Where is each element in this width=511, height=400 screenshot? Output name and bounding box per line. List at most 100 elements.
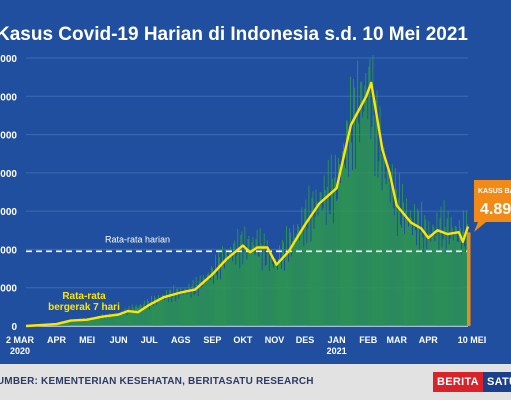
daily-case-bar: [237, 228, 239, 326]
daily-case-bar: [133, 311, 135, 326]
daily-case-bar: [128, 306, 130, 326]
x-tick-label: 2 MAR 2020: [6, 335, 35, 356]
footer: SUMBER: KEMENTERIAN KESEHATAN, BERITASAT…: [0, 364, 511, 400]
daily-case-bar: [163, 295, 165, 326]
daily-case-bar: [123, 313, 125, 326]
daily-case-bar: [329, 214, 331, 326]
daily-case-bar: [210, 266, 212, 326]
x-tick-label: NOV: [265, 335, 285, 345]
daily-case-bar: [248, 235, 250, 326]
daily-case-bar: [279, 245, 280, 326]
daily-case-bar: [365, 73, 367, 326]
daily-case-bar: [313, 228, 315, 326]
daily-case-bar: [216, 274, 217, 326]
x-tick-label: DES: [296, 335, 315, 345]
daily-case-bar: [160, 300, 161, 326]
daily-case-bar: [442, 239, 444, 326]
daily-case-bar: [118, 314, 120, 326]
daily-case-bar: [294, 236, 296, 326]
daily-case-bar: [319, 192, 321, 326]
y-tick-label: 4.000: [0, 245, 17, 256]
daily-case-bar: [271, 264, 273, 326]
x-tick-label: AGS: [171, 335, 191, 345]
daily-case-bar: [268, 271, 270, 326]
daily-case-bar: [242, 264, 244, 326]
daily-case-bar: [254, 255, 256, 326]
daily-case-bar: [211, 268, 213, 326]
daily-case-bar: [298, 226, 300, 326]
daily-case-bar: [75, 319, 77, 326]
daily-case-bar: [375, 100, 377, 326]
daily-case-bar: [409, 217, 410, 326]
daily-case-bar: [453, 234, 455, 326]
daily-case-bar: [403, 233, 405, 326]
daily-case-bar: [241, 231, 243, 326]
daily-case-bar: [234, 240, 236, 326]
daily-case-bar: [374, 176, 376, 326]
x-tick-label-line: 2021: [327, 346, 347, 356]
daily-case-bar: [277, 259, 279, 326]
daily-case-bar: [136, 307, 138, 326]
daily-case-bar: [388, 181, 390, 326]
callout-value: 4.891: [480, 201, 511, 218]
x-tick-label-line: JUN: [110, 335, 128, 345]
daily-case-bar: [189, 288, 191, 326]
daily-case-bar: [358, 123, 360, 327]
daily-case-bar: [116, 314, 118, 326]
daily-case-bar: [170, 289, 172, 326]
daily-case-bar: [435, 235, 437, 326]
daily-case-bar: [203, 277, 205, 326]
daily-case-bar: [142, 304, 144, 326]
daily-case-bar: [202, 274, 204, 326]
daily-case-bar: [76, 319, 78, 326]
daily-case-bar: [231, 256, 233, 326]
daily-case-bar: [197, 295, 199, 326]
daily-case-bar: [61, 322, 63, 326]
x-tick-label-line: 2020: [10, 346, 30, 356]
daily-case-bar: [332, 223, 334, 326]
daily-case-bar: [445, 253, 447, 326]
daily-case-bar: [114, 315, 116, 326]
x-tick-label-line: JAN: [328, 335, 346, 345]
daily-case-bar: [381, 190, 383, 326]
daily-case-bar: [364, 85, 366, 326]
daily-case-bar: [333, 177, 335, 326]
daily-case-bar: [171, 302, 173, 326]
daily-case-bar: [255, 239, 257, 326]
daily-case-bar: [195, 276, 197, 326]
daily-case-bar: [384, 178, 386, 326]
daily-case-bar: [83, 318, 85, 326]
daily-case-bar: [132, 307, 134, 326]
daily-case-bar: [416, 245, 418, 326]
x-tick-label: 10 MEI: [458, 335, 487, 345]
daily-case-bar: [105, 314, 107, 326]
daily-case-bar: [357, 60, 359, 326]
x-tick-label-line: JUL: [141, 335, 159, 345]
daily-case-bar: [236, 255, 238, 326]
daily-case-bar: [140, 305, 142, 326]
daily-case-bar: [296, 233, 298, 326]
daily-case-bar: [119, 315, 121, 326]
daily-case-bar: [258, 257, 260, 326]
daily-case-bar: [256, 229, 258, 326]
x-tick-label-line: OKT: [233, 335, 253, 345]
daily-case-bar: [178, 298, 180, 326]
daily-case-bar: [125, 310, 127, 326]
average-line-group: Rata-rata harian: [26, 234, 468, 253]
daily-case-bar: [126, 314, 128, 326]
daily-case-bar: [94, 317, 95, 326]
daily-case-bar: [201, 286, 203, 326]
y-axis-ticks: 0 2.000 4.000 6.000 8.000 10.000 12.000 14.000: [0, 54, 17, 333]
daily-case-bar: [414, 204, 416, 326]
daily-case-bar: [274, 258, 276, 326]
daily-case-bar: [446, 218, 448, 326]
daily-case-bar: [379, 106, 381, 326]
daily-case-bar: [159, 298, 160, 326]
daily-case-bar: [92, 318, 93, 326]
daily-case-bar: [423, 251, 425, 326]
daily-case-bar: [167, 296, 169, 326]
x-tick-label: APR: [47, 335, 67, 345]
daily-case-bar: [86, 317, 88, 326]
daily-case-bar: [340, 172, 342, 326]
